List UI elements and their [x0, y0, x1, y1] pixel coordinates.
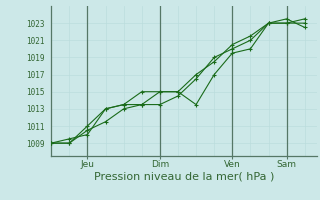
X-axis label: Pression niveau de la mer( hPa ): Pression niveau de la mer( hPa ) — [94, 172, 274, 182]
